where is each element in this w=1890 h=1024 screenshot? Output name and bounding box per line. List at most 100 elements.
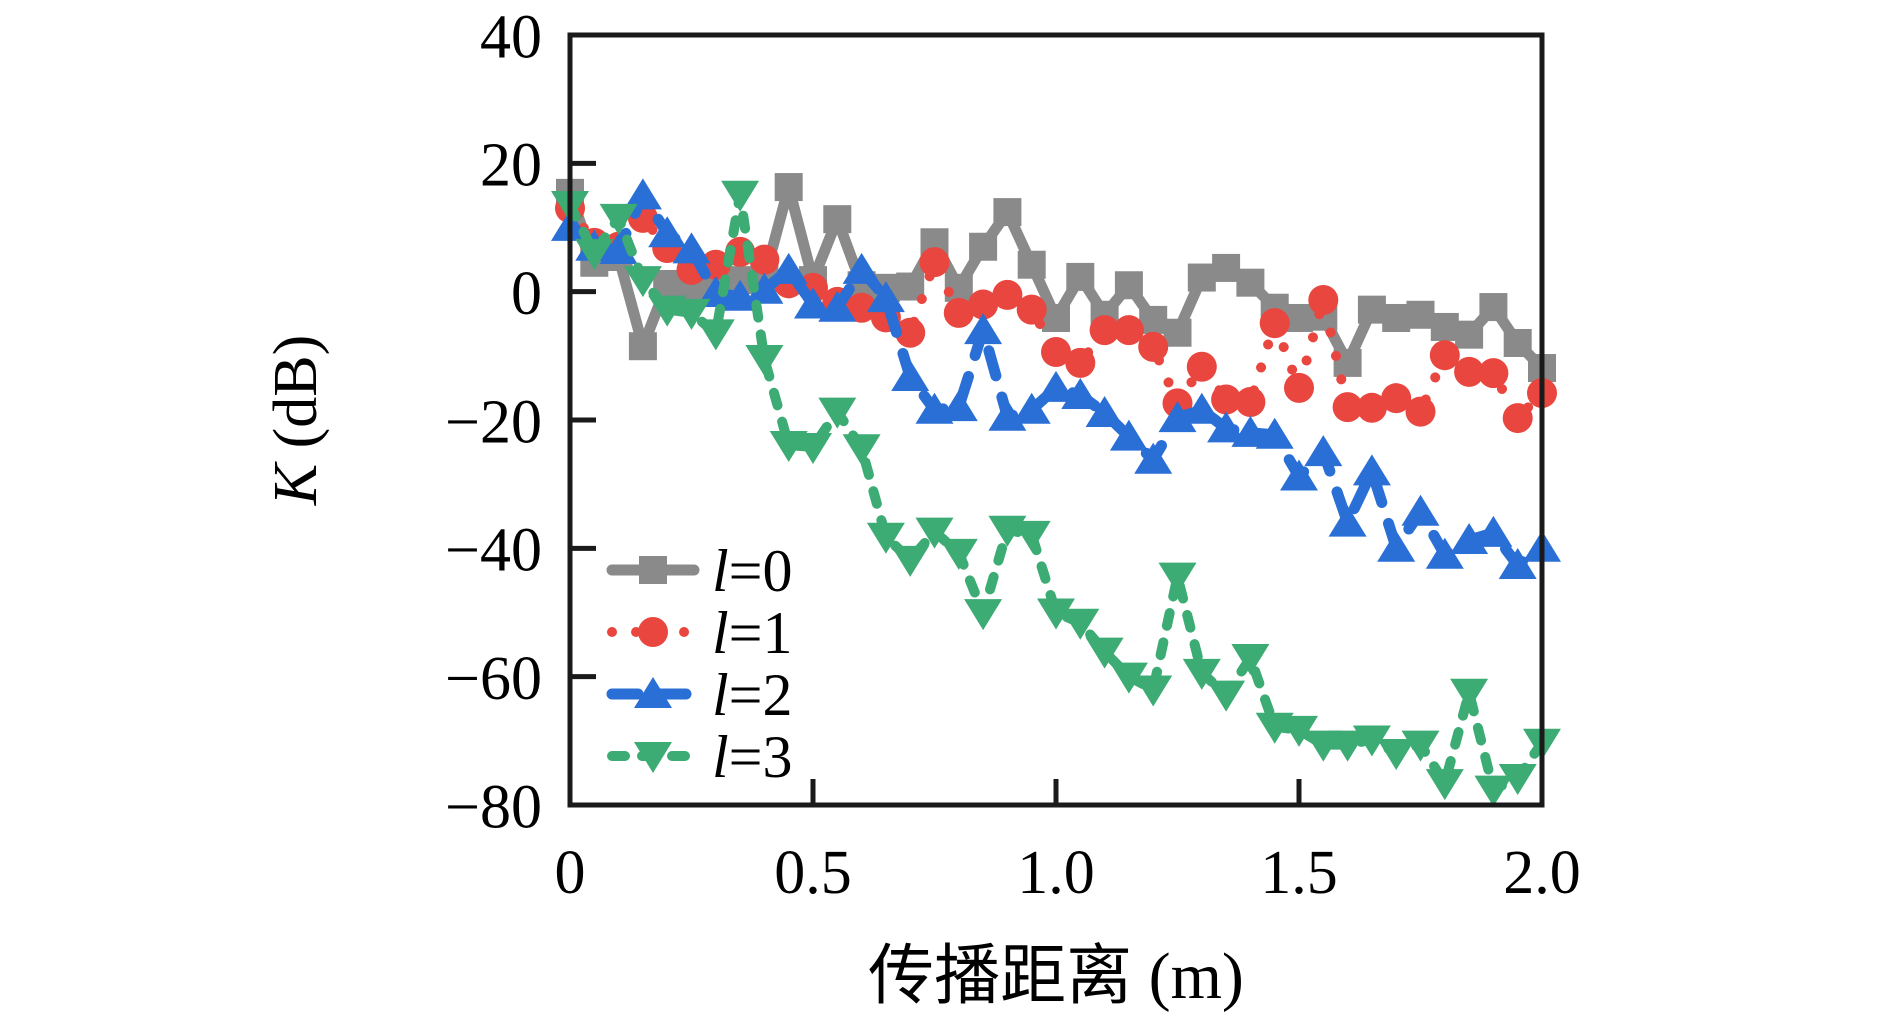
- circle-marker: [638, 617, 668, 647]
- circle-marker: [749, 244, 780, 275]
- legend-label-variable: l: [712, 538, 729, 604]
- circle-marker: [1041, 336, 1071, 367]
- square-marker: [1357, 295, 1386, 324]
- square-marker: [823, 205, 852, 234]
- square-marker: [1479, 293, 1508, 322]
- triangle-up-marker: [1158, 401, 1197, 433]
- triangle-down-marker: [1134, 675, 1173, 707]
- legend-label-value: =2: [729, 662, 793, 728]
- triangle-up-marker: [1012, 392, 1051, 424]
- triangle-up-marker: [745, 272, 784, 304]
- legend-label-value: =3: [729, 724, 793, 790]
- legend-label-variable: l: [712, 724, 729, 790]
- legend-label: l=2: [712, 662, 793, 728]
- square-marker: [1114, 271, 1143, 300]
- triangle-up-marker: [1182, 392, 1221, 424]
- triangle-up-marker: [1134, 442, 1173, 474]
- square-marker: [774, 173, 803, 202]
- triangle-up-marker: [1255, 417, 1294, 449]
- triangle-up-marker: [818, 290, 857, 322]
- triangle-down-marker: [1450, 678, 1489, 710]
- triangle-down-marker: [818, 397, 857, 429]
- legend-label-value: =1: [729, 600, 793, 666]
- triangle-down-marker: [1498, 764, 1537, 796]
- triangle-up-marker: [634, 677, 672, 708]
- axis-ticks: [570, 160, 1302, 805]
- y-tick-label: 20: [480, 132, 542, 200]
- circle-marker: [1478, 358, 1509, 389]
- circle-marker: [968, 289, 999, 320]
- x-tick-label: 2.0: [1503, 839, 1581, 907]
- circle-marker: [1356, 392, 1387, 423]
- triangle-up-marker: [1401, 494, 1440, 526]
- triangle-down-marker: [696, 319, 735, 351]
- legend-entry-l2: l=2: [606, 662, 793, 728]
- triangle-down-marker: [939, 538, 978, 570]
- square-marker: [1017, 250, 1046, 279]
- triangle-down-marker: [634, 742, 672, 773]
- circle-marker: [1065, 347, 1096, 378]
- x-tick-label: 0.5: [774, 839, 852, 907]
- triangle-up-marker: [648, 216, 687, 248]
- legend-label: l=3: [712, 724, 793, 790]
- triangle-up-marker: [1474, 515, 1513, 547]
- triangle-up-marker: [842, 252, 881, 284]
- x-axis-title: 传播距离 (m): [868, 940, 1244, 1013]
- triangle-down-marker: [1401, 730, 1440, 762]
- triangle-down-marker: [1109, 662, 1148, 694]
- triangle-down-marker: [1158, 562, 1197, 594]
- triangle-down-marker: [1425, 769, 1464, 801]
- triangle-up-marker: [794, 287, 832, 319]
- triangle-up-marker: [1377, 530, 1416, 562]
- square-marker: [1163, 318, 1192, 347]
- square-marker: [1382, 303, 1411, 332]
- triangle-up-marker: [1085, 395, 1124, 427]
- square-marker: [1236, 268, 1265, 297]
- legend-entry-l1: l=1: [607, 600, 793, 666]
- y-axis-title-unit: (dB): [262, 335, 330, 464]
- triangle-up-marker: [1231, 415, 1270, 447]
- triangle-down-marker: [1280, 715, 1318, 747]
- circle-marker: [992, 279, 1023, 310]
- circle-marker: [1454, 356, 1485, 387]
- legend-label-variable: l: [712, 662, 729, 728]
- circle-marker: [1113, 315, 1144, 346]
- triangle-down-marker: [1182, 658, 1221, 690]
- circle-marker: [943, 297, 974, 328]
- triangle-up-marker: [1425, 537, 1464, 569]
- triangle-up-marker: [623, 178, 662, 210]
- triangle-down-marker: [745, 345, 784, 377]
- triangle-up-marker: [672, 232, 711, 264]
- triangle-up-marker: [1352, 454, 1391, 486]
- legend-label-value: =0: [729, 538, 793, 604]
- triangle-down-marker: [1304, 730, 1343, 762]
- x-tick-label: 0: [555, 839, 586, 907]
- legend-label: l=0: [712, 538, 793, 604]
- circle-marker: [1332, 392, 1363, 423]
- y-tick-label: −60: [445, 645, 542, 713]
- triangle-down-marker: [1012, 520, 1051, 552]
- triangle-up-marker: [1498, 548, 1537, 580]
- triangle-down-marker: [1352, 725, 1391, 757]
- triangle-down-marker: [1231, 644, 1270, 676]
- triangle-up-marker: [964, 313, 1003, 345]
- x-tick-label: 1.0: [1017, 839, 1095, 907]
- circle-marker: [1381, 383, 1412, 414]
- triangle-down-marker: [599, 203, 638, 235]
- triangle-down-marker: [1377, 739, 1416, 771]
- circle-marker: [1089, 315, 1120, 346]
- circle-marker: [1429, 340, 1460, 371]
- circle-marker: [846, 292, 877, 323]
- square-marker: [993, 198, 1022, 227]
- y-axis-title-variable: K: [262, 460, 330, 506]
- triangle-up-marker: [1304, 435, 1343, 467]
- circle-marker: [1308, 285, 1339, 316]
- triangle-down-marker: [891, 545, 930, 577]
- legend-entry-l0: l=0: [606, 538, 793, 604]
- triangle-down-marker: [1328, 730, 1367, 762]
- circle-marker: [1186, 351, 1217, 382]
- circle-marker: [895, 317, 926, 348]
- triangle-down-marker: [1207, 680, 1246, 712]
